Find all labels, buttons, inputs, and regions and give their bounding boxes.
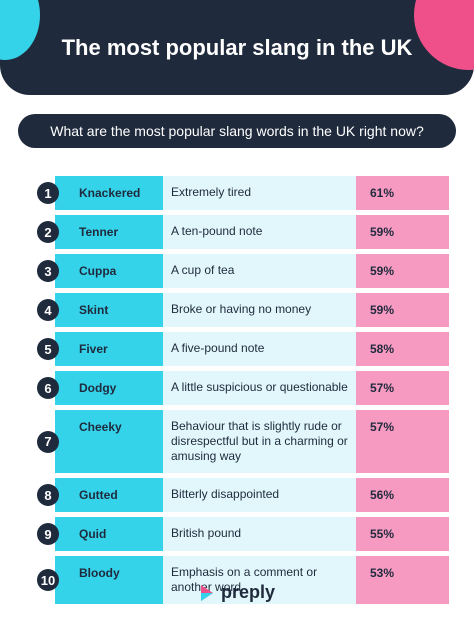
- slang-word: Tenner: [55, 215, 163, 249]
- slang-word: Cheeky: [55, 410, 163, 473]
- rank-badge: 6: [37, 377, 59, 399]
- slang-percentage: 58%: [356, 332, 449, 366]
- slang-meaning: A five-pound note: [163, 332, 356, 366]
- slang-meaning: British pound: [163, 517, 356, 551]
- slang-word: Skint: [55, 293, 163, 327]
- rank-badge: 1: [37, 182, 59, 204]
- slang-percentage: 57%: [356, 410, 449, 473]
- table-row: 2 Tenner A ten-pound note 59%: [37, 215, 449, 249]
- page-title: The most popular slang in the UK: [61, 35, 413, 60]
- slang-percentage: 61%: [356, 176, 449, 210]
- rank-badge: 2: [37, 221, 59, 243]
- slang-word: Cuppa: [55, 254, 163, 288]
- slang-percentage: 53%: [356, 556, 449, 604]
- slang-meaning: Extremely tired: [163, 176, 356, 210]
- slang-percentage: 57%: [356, 371, 449, 405]
- table-row: 3 Cuppa A cup of tea 59%: [37, 254, 449, 288]
- table-row: 5 Fiver A five-pound note 58%: [37, 332, 449, 366]
- slang-word: Dodgy: [55, 371, 163, 405]
- table-row: 6 Dodgy A little suspicious or questiona…: [37, 371, 449, 405]
- rank-badge: 5: [37, 338, 59, 360]
- slang-meaning: A little suspicious or questionable: [163, 371, 356, 405]
- table-row: 4 Skint Broke or having no money 59%: [37, 293, 449, 327]
- question-banner: What are the most popular slang words in…: [18, 114, 456, 148]
- slang-percentage: 55%: [356, 517, 449, 551]
- slang-word: Bloody: [55, 556, 163, 604]
- table-row: 8 Gutted Bitterly disappointed 56%: [37, 478, 449, 512]
- brand-name: preply: [220, 582, 276, 602]
- slang-table: 1 Knackered Extremely tired 61% 2 Tenner…: [37, 176, 449, 609]
- table-row: 9 Quid British pound 55%: [37, 517, 449, 551]
- brand-logo: preply: [0, 582, 474, 603]
- slang-meaning: Broke or having no money: [163, 293, 356, 327]
- rank-badge: 4: [37, 299, 59, 321]
- slang-percentage: 59%: [356, 254, 449, 288]
- slang-meaning: Bitterly disappointed: [163, 478, 356, 512]
- slang-meaning: Emphasis on a comment or another word: [163, 556, 356, 604]
- slang-meaning: A ten-pound note: [163, 215, 356, 249]
- rank-badge: 7: [37, 430, 59, 453]
- rank-badge: 8: [37, 484, 59, 506]
- slang-word: Fiver: [55, 332, 163, 366]
- rank-badge: 3: [37, 260, 59, 282]
- slang-percentage: 56%: [356, 478, 449, 512]
- table-row: 10 Bloody Emphasis on a comment or anoth…: [37, 556, 449, 604]
- slang-meaning: A cup of tea: [163, 254, 356, 288]
- slang-percentage: 59%: [356, 215, 449, 249]
- rank-badge: 9: [37, 523, 59, 545]
- slang-percentage: 59%: [356, 293, 449, 327]
- header-banner: The most popular slang in the UK: [0, 0, 474, 95]
- slang-meaning: Behaviour that is slightly rude or disre…: [163, 410, 356, 473]
- slang-word: Quid: [55, 517, 163, 551]
- table-row: 7 Cheeky Behaviour that is slightly rude…: [37, 410, 449, 473]
- slang-word: Knackered: [55, 176, 163, 210]
- slang-word: Gutted: [55, 478, 163, 512]
- rank-badge: 10: [37, 569, 59, 591]
- table-row: 1 Knackered Extremely tired 61%: [37, 176, 449, 210]
- preply-logo-icon: [200, 584, 213, 601]
